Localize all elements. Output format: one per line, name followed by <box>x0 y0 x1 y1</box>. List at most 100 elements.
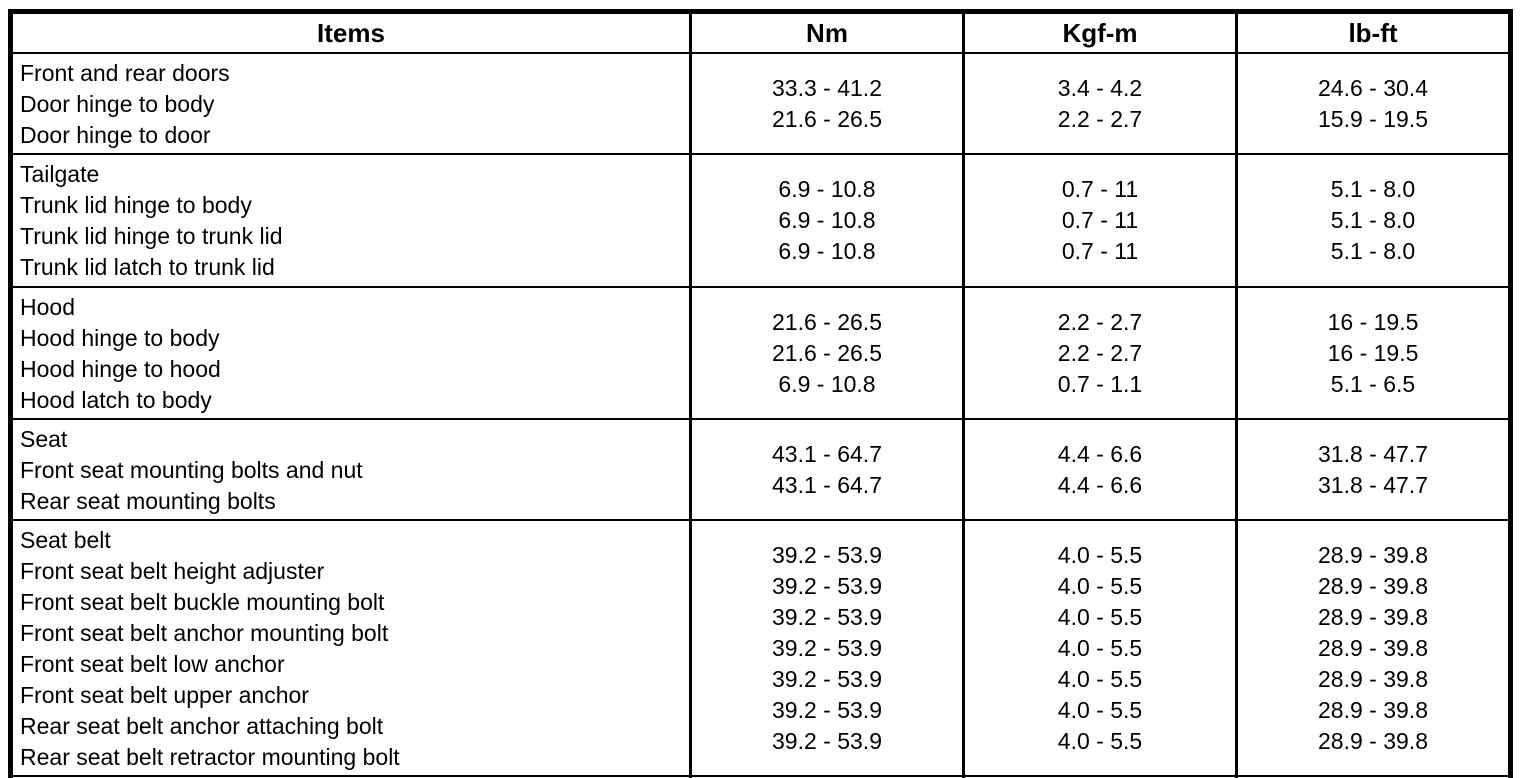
lbft-value: 31.8 - 47.7 <box>1318 440 1428 467</box>
lbft-value: 5.1 - 8.0 <box>1330 238 1416 264</box>
lbft-value: 5.1 - 8.0 <box>1330 207 1416 233</box>
lbft-value: 28.9 - 39.8 <box>1318 572 1428 599</box>
nm-value: 39.2 - 53.9 <box>772 603 882 630</box>
items-cell: Hood Hood hinge to body Hood hinge to hood… <box>9 286 692 420</box>
kgfm-value: 3.4 - 4.2 <box>1057 74 1143 101</box>
item-label: Hood hinge to hood <box>20 356 221 382</box>
items-cell: Front and rear doors Door hinge to body Do… <box>9 52 692 155</box>
item-label: Front seat mounting bolts and nut <box>20 457 363 483</box>
lbft-value: 16 - 19.5 <box>1327 339 1419 366</box>
lbft-value: 28.9 - 39.8 <box>1318 541 1428 568</box>
empty-bottom-row <box>9 775 1512 778</box>
lbft-value-cell: 24.6 - 30.4 15.9 - 19.5 <box>1235 52 1512 155</box>
lbft-value: 16 - 19.5 <box>1327 308 1419 335</box>
table-row: Hood Hood hinge to body Hood hinge to hood… <box>9 286 1512 420</box>
nm-value: 33.3 - 41.2 <box>772 74 882 101</box>
items-cell: Seat belt Front seat belt height adjuster… <box>9 519 692 777</box>
nm-value: 6.9 - 10.8 <box>778 370 876 397</box>
items-cell: Tailgate Trunk lid hinge to body Trunk lid… <box>9 153 692 288</box>
column-header-items: Items <box>9 10 692 54</box>
item-label: Door hinge to body <box>20 91 215 117</box>
item-label: Tailgate <box>20 161 100 187</box>
lbft-value: 24.6 - 30.4 <box>1318 74 1428 101</box>
kgfm-value: 4.4 - 6.6 <box>1057 471 1143 498</box>
lbft-value: 28.9 - 39.8 <box>1318 727 1428 754</box>
kgfm-value-cell: 4.4 - 6.6 4.4 - 6.6 <box>962 418 1238 521</box>
lbft-value: 5.1 - 8.0 <box>1330 176 1416 202</box>
item-label: Front seat belt low anchor <box>20 651 285 677</box>
nm-value: 21.6 - 26.5 <box>772 308 882 335</box>
item-label: Front seat belt upper anchor <box>20 682 309 708</box>
lbft-value-cell: 16 - 19.5 16 - 19.5 5.1 - 6.5 <box>1235 286 1512 420</box>
lbft-value: 15.9 - 19.5 <box>1318 105 1428 132</box>
nm-value-cell: 21.6 - 26.5 21.6 - 26.5 6.9 - 10.8 <box>689 286 965 420</box>
kgfm-value: 2.2 - 2.7 <box>1057 308 1143 335</box>
column-header-lb-ft: lb-ft <box>1235 10 1512 54</box>
empty-cell <box>1235 775 1512 778</box>
item-label: Trunk lid hinge to trunk lid <box>20 223 283 249</box>
nm-value: 39.2 - 53.9 <box>772 572 882 599</box>
nm-value-cell: 6.9 - 10.8 6.9 - 10.8 6.9 - 10.8 <box>689 153 965 288</box>
nm-value-cell: 33.3 - 41.2 21.6 - 26.5 <box>689 52 965 155</box>
empty-cell <box>962 775 1238 778</box>
empty-cell <box>9 775 692 778</box>
nm-value: 39.2 - 53.9 <box>772 696 882 723</box>
nm-value: 39.2 - 53.9 <box>772 541 882 568</box>
lbft-value: 5.1 - 6.5 <box>1330 370 1416 397</box>
nm-value: 6.9 - 10.8 <box>778 207 876 233</box>
nm-value-cell: 39.2 - 53.9 39.2 - 53.9 39.2 - 53.9 39.2 - … <box>689 519 965 777</box>
item-label: Front and rear doors <box>20 60 230 86</box>
item-label: Trunk lid latch to trunk lid <box>20 254 275 280</box>
item-label: Door hinge to door <box>20 122 211 148</box>
lbft-value-cell: 31.8 - 47.7 31.8 - 47.7 <box>1235 418 1512 521</box>
table-row: Front and rear doors Door hinge to body Do… <box>9 52 1512 155</box>
item-label: Hood hinge to body <box>20 325 220 351</box>
nm-value-cell: 43.1 - 64.7 43.1 - 64.7 <box>689 418 965 521</box>
kgfm-value: 4.0 - 5.5 <box>1057 727 1143 754</box>
item-label: Rear seat belt anchor attaching bolt <box>20 713 384 739</box>
kgfm-value: 4.0 - 5.5 <box>1057 634 1143 661</box>
lbft-value: 28.9 - 39.8 <box>1318 603 1428 630</box>
empty-cell <box>689 775 965 778</box>
item-label: Seat belt <box>20 527 111 553</box>
lbft-value: 28.9 - 39.8 <box>1318 634 1428 661</box>
column-header-kgf-m: Kgf-m <box>962 10 1238 54</box>
item-label: Hood latch to body <box>20 387 212 413</box>
kgfm-value: 0.7 - 11 <box>1061 238 1139 264</box>
kgfm-value-cell: 2.2 - 2.7 2.2 - 2.7 0.7 - 1.1 <box>962 286 1238 420</box>
kgfm-value: 4.0 - 5.5 <box>1057 603 1143 630</box>
item-label: Seat <box>20 426 68 452</box>
kgfm-value-cell: 3.4 - 4.2 2.2 - 2.7 <box>962 52 1238 155</box>
item-label: Front seat belt anchor mounting bolt <box>20 620 389 646</box>
kgfm-value: 0.7 - 1.1 <box>1057 370 1143 397</box>
nm-value: 43.1 - 64.7 <box>772 471 882 498</box>
table-header-row: Items Nm Kgf-m lb-ft <box>9 10 1512 54</box>
kgfm-value: 4.0 - 5.5 <box>1057 572 1143 599</box>
kgfm-value-cell: 0.7 - 11 0.7 - 11 0.7 - 11 <box>962 153 1238 288</box>
nm-value: 21.6 - 26.5 <box>772 105 882 132</box>
nm-value: 6.9 - 10.8 <box>778 176 876 202</box>
item-label: Hood <box>20 294 75 320</box>
table-row: Seat Front seat mounting bolts and nut Rea… <box>9 418 1512 521</box>
nm-value: 6.9 - 10.8 <box>778 238 876 264</box>
kgfm-value: 2.2 - 2.7 <box>1057 339 1143 366</box>
item-label: Rear seat belt retractor mounting bolt <box>20 744 400 770</box>
lbft-value-cell: 28.9 - 39.8 28.9 - 39.8 28.9 - 39.8 28.9 - … <box>1235 519 1512 777</box>
lbft-value: 31.8 - 47.7 <box>1318 471 1428 498</box>
kgfm-value: 4.0 - 5.5 <box>1057 665 1143 692</box>
kgfm-value: 0.7 - 11 <box>1061 176 1139 202</box>
nm-value: 39.2 - 53.9 <box>772 727 882 754</box>
nm-value: 39.2 - 53.9 <box>772 634 882 661</box>
kgfm-value: 0.7 - 11 <box>1061 207 1139 233</box>
item-label: Front seat belt buckle mounting bolt <box>20 589 385 615</box>
nm-value: 21.6 - 26.5 <box>772 339 882 366</box>
table-row: Seat belt Front seat belt height adjuster… <box>9 519 1512 777</box>
lbft-value-cell: 5.1 - 8.0 5.1 - 8.0 5.1 - 8.0 <box>1235 153 1512 288</box>
kgfm-value: 2.2 - 2.7 <box>1057 105 1143 132</box>
item-label: Front seat belt height adjuster <box>20 558 325 584</box>
items-cell: Seat Front seat mounting bolts and nut Rea… <box>9 418 692 521</box>
column-header-nm: Nm <box>689 10 965 54</box>
kgfm-value: 4.0 - 5.5 <box>1057 541 1143 568</box>
lbft-value: 28.9 - 39.8 <box>1318 696 1428 723</box>
